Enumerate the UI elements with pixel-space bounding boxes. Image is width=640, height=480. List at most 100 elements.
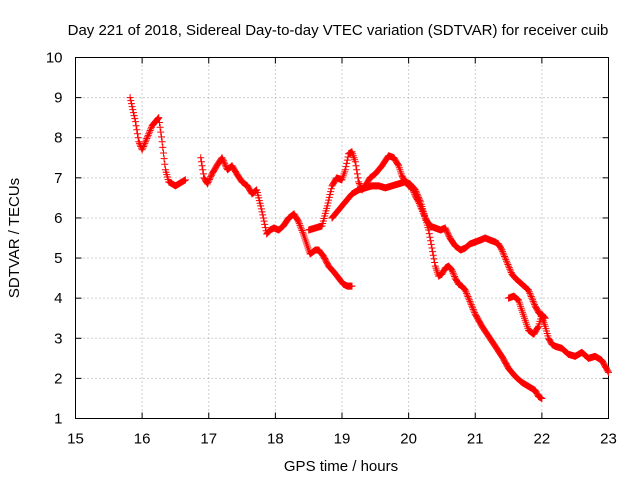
data-point <box>498 246 506 254</box>
data-point-dense <box>205 177 213 185</box>
data-point <box>155 114 163 122</box>
data-point-dense <box>442 225 450 233</box>
data-point-dense <box>298 227 306 235</box>
x-tick-label: 17 <box>200 431 217 448</box>
data-point-dense <box>529 297 537 305</box>
data-point-dense <box>134 134 142 142</box>
series-trace-6 <box>505 292 549 338</box>
data-point-dense <box>413 190 421 198</box>
data-point-dense <box>355 179 363 187</box>
data-point <box>141 138 149 146</box>
data-point-dense <box>297 223 305 231</box>
data-point <box>465 294 473 302</box>
data-point-dense <box>219 155 227 163</box>
data-point-dense <box>502 256 510 264</box>
data-point-dense <box>147 125 155 133</box>
data-point-dense <box>527 291 535 299</box>
data-point-dense <box>324 199 332 207</box>
data-point-dense <box>427 240 435 248</box>
data-point-dense <box>534 323 542 331</box>
data-point-dense <box>207 173 215 181</box>
data-point-dense <box>426 233 434 241</box>
data-point-dense <box>143 133 151 141</box>
data-point-dense <box>344 153 352 161</box>
data-point <box>428 244 436 252</box>
data-point-dense <box>540 313 548 321</box>
data-point-dense <box>159 149 167 157</box>
data-point-dense <box>141 139 149 147</box>
data-point-dense <box>467 301 475 309</box>
data-point-dense <box>529 296 537 304</box>
data-point-dense <box>463 291 471 299</box>
data-point-dense <box>504 260 512 268</box>
series-trace-2 <box>197 154 323 258</box>
data-point <box>158 138 166 146</box>
data-point-dense <box>450 271 458 279</box>
x-tick-label: 18 <box>267 431 284 448</box>
data-point-dense <box>501 252 509 260</box>
data-point-dense <box>221 160 229 168</box>
data-point-dense <box>353 170 361 178</box>
data-point <box>135 138 143 146</box>
data-point <box>129 106 137 114</box>
data-point <box>355 178 363 186</box>
data-point-dense <box>220 158 228 166</box>
data-point-dense <box>527 293 535 301</box>
data-point <box>259 214 267 222</box>
data-point-dense <box>343 159 351 167</box>
y-tick-label: 6 <box>54 210 62 227</box>
data-point-dense <box>430 255 438 263</box>
data-point-dense <box>198 162 206 170</box>
chart-title: Day 221 of 2018, Sidereal Day-to-day VTE… <box>68 22 609 39</box>
data-point-dense <box>261 220 269 228</box>
data-point <box>425 226 433 234</box>
data-point-dense <box>505 264 513 272</box>
data-point-dense <box>326 190 334 198</box>
data-point-dense <box>325 196 333 204</box>
data-point-dense <box>154 114 162 122</box>
y-tick-label: 8 <box>54 130 62 147</box>
data-point-dense <box>465 296 473 304</box>
data-point-dense <box>429 248 437 256</box>
y-tick-label: 1 <box>54 411 62 428</box>
data-point <box>126 94 134 102</box>
x-tick-label: 19 <box>334 431 351 448</box>
data-point-dense <box>199 170 207 178</box>
data-point-dense <box>144 131 152 139</box>
data-point-dense <box>507 267 515 275</box>
data-point-dense <box>449 268 457 276</box>
data-point-dense <box>197 158 205 166</box>
data-point-dense <box>464 293 472 301</box>
data-point-dense <box>327 188 335 196</box>
data-point-dense <box>506 265 514 273</box>
data-point-dense <box>146 127 154 135</box>
data-point-dense <box>415 195 423 203</box>
x-tick-label: 20 <box>400 431 417 448</box>
data-point-dense <box>160 155 168 163</box>
data-point <box>605 368 612 376</box>
plot-frame <box>75 57 609 419</box>
data-point-dense <box>353 166 361 174</box>
data-point <box>541 314 549 322</box>
data-point-dense <box>541 313 549 321</box>
data-point-dense <box>294 217 302 225</box>
data-point <box>218 154 226 162</box>
x-tick-label: 23 <box>600 431 617 448</box>
y-tick-label: 9 <box>54 90 62 107</box>
data-point-dense <box>261 224 269 232</box>
data-point-dense <box>258 208 266 216</box>
data-point-dense <box>342 163 350 171</box>
y-tick-label: 10 <box>46 50 63 67</box>
data-point <box>441 224 449 232</box>
data-point-dense <box>414 192 422 200</box>
data-point <box>411 186 419 194</box>
data-point-dense <box>129 109 137 117</box>
data-point-dense <box>257 205 265 213</box>
data-point <box>257 202 265 210</box>
data-point-dense <box>157 128 165 136</box>
data-point-dense <box>427 237 435 245</box>
data-point-dense <box>530 299 538 307</box>
data-point-dense <box>206 174 214 182</box>
data-point <box>145 130 153 138</box>
